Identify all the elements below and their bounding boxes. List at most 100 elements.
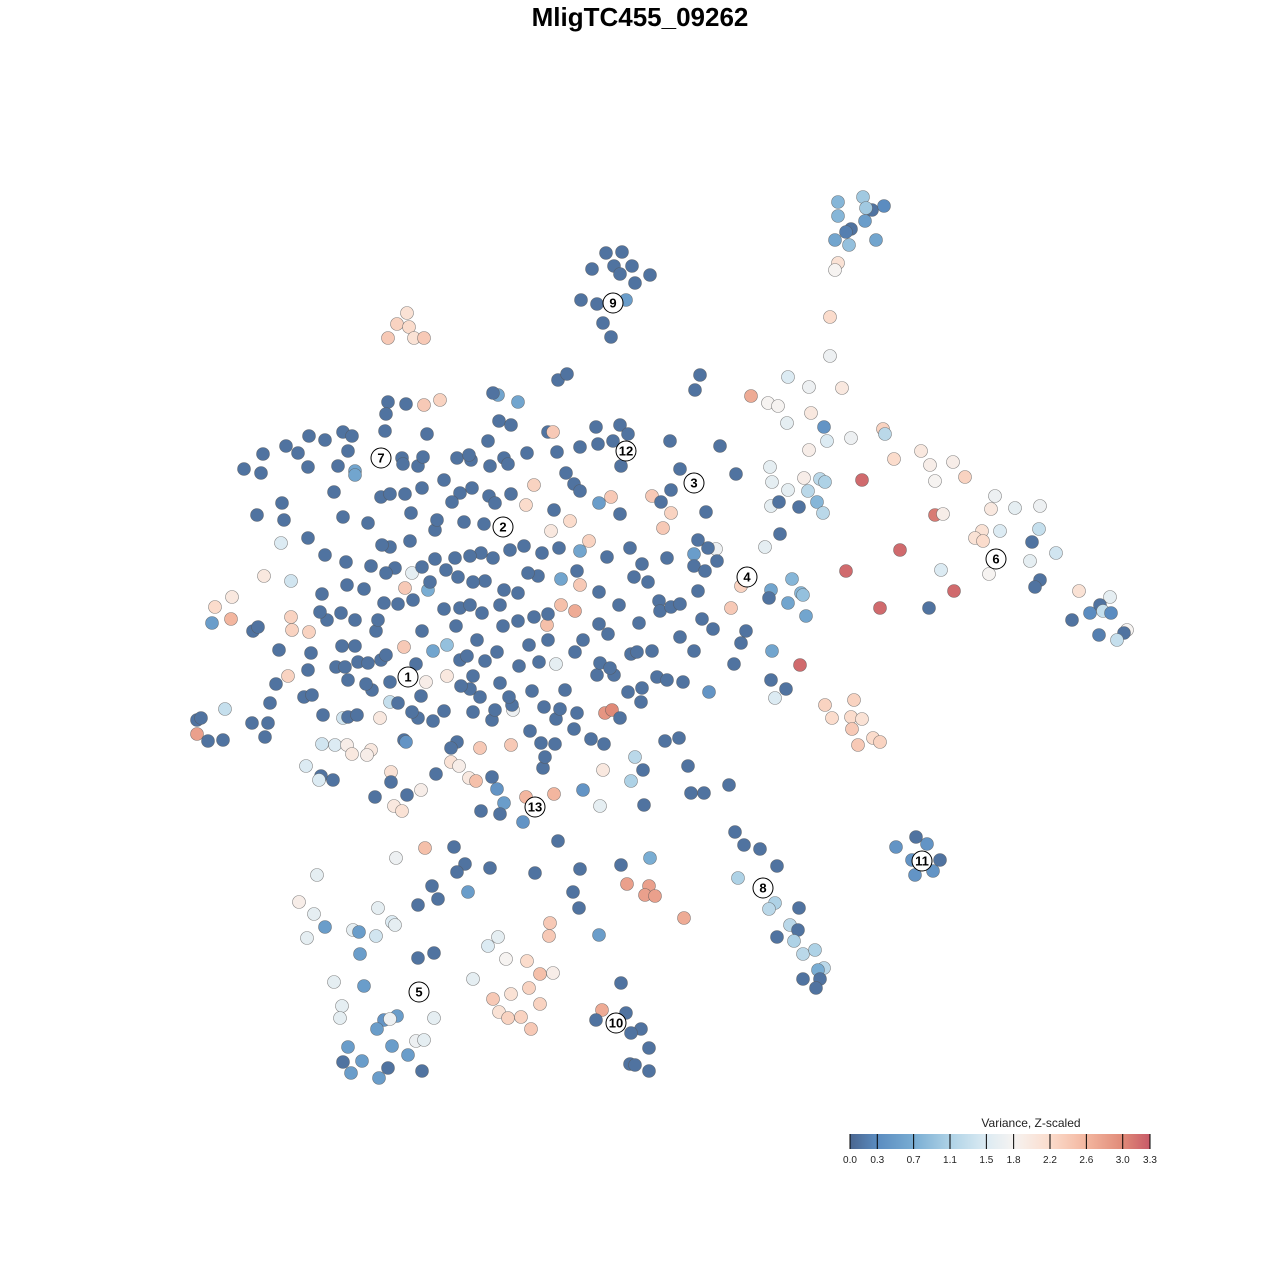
data-point — [873, 735, 887, 749]
data-point — [305, 688, 319, 702]
data-point — [595, 1003, 609, 1017]
legend-tick-label: 0.0 — [843, 1155, 857, 1166]
data-point — [568, 604, 582, 618]
data-point — [504, 987, 518, 1001]
data-point — [339, 555, 353, 569]
data-point — [522, 638, 536, 652]
cluster-label-1: 1 — [397, 666, 419, 688]
data-point — [263, 696, 277, 710]
cluster-label-badge — [985, 548, 1007, 570]
data-point — [635, 681, 649, 695]
data-point — [194, 711, 208, 725]
cluster-label-badge — [752, 877, 774, 899]
data-point — [444, 741, 458, 755]
legend-tick-label: 1.8 — [1007, 1155, 1021, 1166]
data-point — [697, 786, 711, 800]
data-point — [835, 381, 849, 395]
data-point — [628, 276, 642, 290]
data-point — [781, 483, 795, 497]
data-point — [624, 774, 638, 788]
legend-tick-label: 2.2 — [1043, 1155, 1057, 1166]
data-point — [301, 460, 315, 474]
cluster-label-text: 11 — [915, 854, 929, 869]
data-point — [534, 736, 548, 750]
data-point — [592, 617, 606, 631]
data-point — [573, 544, 587, 558]
data-point — [802, 443, 816, 457]
data-point — [797, 471, 811, 485]
data-point — [1023, 554, 1037, 568]
data-point — [672, 731, 686, 745]
data-point — [415, 481, 429, 495]
data-point — [318, 548, 332, 562]
data-point — [190, 727, 204, 741]
data-point — [205, 616, 219, 630]
data-point — [426, 714, 440, 728]
data-point — [713, 439, 727, 453]
data-point — [1065, 613, 1079, 627]
data-point — [390, 317, 404, 331]
data-point — [208, 600, 222, 614]
data-point — [514, 1010, 528, 1024]
data-point — [469, 774, 483, 788]
data-point — [887, 452, 901, 466]
cluster-label-badge — [408, 981, 430, 1003]
data-point — [654, 495, 668, 509]
data-point — [466, 669, 480, 683]
data-point — [934, 563, 948, 577]
data-point — [762, 591, 776, 605]
data-point — [405, 566, 419, 580]
data-point — [224, 612, 238, 626]
data-point — [642, 1064, 656, 1078]
data-point — [851, 738, 865, 752]
data-point — [371, 901, 385, 915]
data-point — [340, 578, 354, 592]
data-point — [411, 898, 425, 912]
data-point — [816, 506, 830, 520]
data-point — [512, 659, 526, 673]
cluster-label-9: 9 — [602, 292, 624, 314]
data-point — [699, 505, 713, 519]
data-point — [1092, 628, 1106, 642]
data-point — [645, 644, 659, 658]
data-point — [391, 597, 405, 611]
data-point — [398, 487, 412, 501]
data-point — [318, 920, 332, 934]
data-point — [301, 663, 315, 677]
data-point — [613, 267, 627, 281]
data-point — [554, 572, 568, 586]
legend-tick-label: 0.7 — [907, 1155, 921, 1166]
data-point — [693, 368, 707, 382]
data-point — [1028, 580, 1042, 594]
data-point — [658, 734, 672, 748]
cluster-label-text: 13 — [528, 800, 542, 815]
data-point — [292, 895, 306, 909]
data-point — [731, 871, 745, 885]
data-point — [450, 451, 464, 465]
cluster-label-text: 9 — [609, 296, 616, 311]
data-point — [372, 1071, 386, 1085]
data-point — [768, 691, 782, 705]
data-point — [592, 585, 606, 599]
data-point — [307, 907, 321, 921]
data-point — [772, 495, 786, 509]
data-point — [920, 837, 934, 851]
data-point — [574, 293, 588, 307]
data-point — [461, 885, 475, 899]
data-point — [281, 669, 295, 683]
data-point — [828, 233, 842, 247]
data-point — [417, 331, 431, 345]
data-point — [615, 245, 629, 259]
data-point — [982, 567, 996, 581]
data-point — [452, 759, 466, 773]
data-point — [315, 587, 329, 601]
cluster-label-badge — [605, 1012, 627, 1034]
data-point — [399, 735, 413, 749]
data-point — [389, 851, 403, 865]
data-point — [613, 418, 627, 432]
data-point — [415, 560, 429, 574]
data-point — [440, 638, 454, 652]
data-point — [818, 475, 832, 489]
data-point — [839, 225, 853, 239]
